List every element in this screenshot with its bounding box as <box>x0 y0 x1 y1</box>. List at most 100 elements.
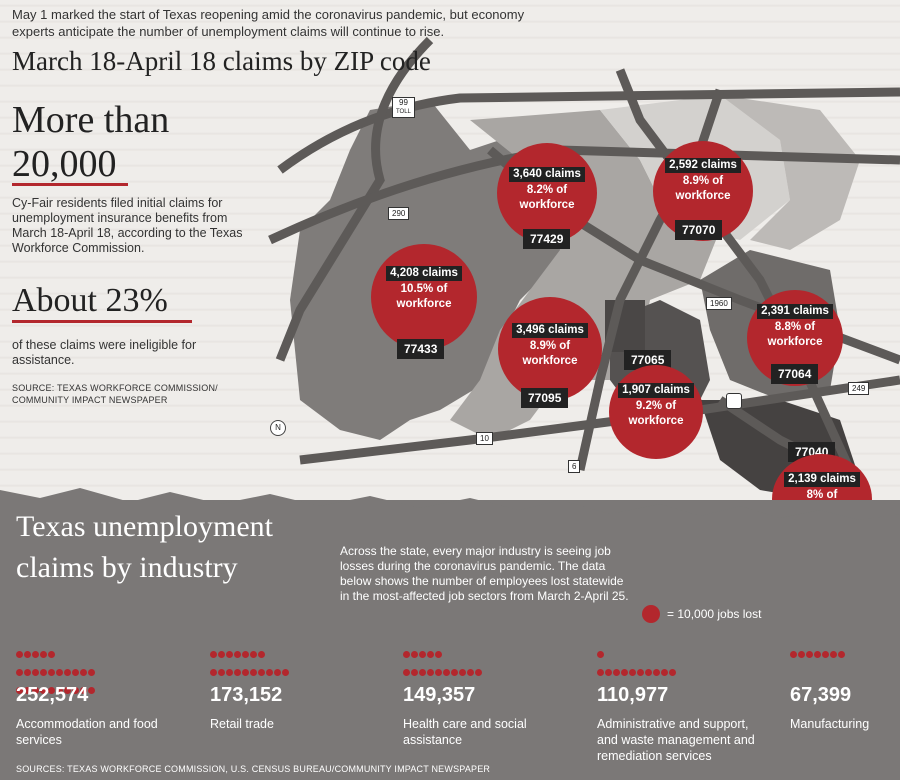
job-loss-dot <box>80 687 87 694</box>
job-loss-dot <box>210 651 217 658</box>
stat1-line2: 20,000 <box>12 143 117 185</box>
dot-row <box>597 646 767 682</box>
job-loss-dot <box>234 669 241 676</box>
job-loss-dot <box>258 651 265 658</box>
north-arrow-icon: N <box>270 420 286 436</box>
job-loss-dot <box>822 651 829 658</box>
intro-text: May 1 marked the start of Texas reopenin… <box>12 7 525 39</box>
job-loss-dot <box>24 651 31 658</box>
industry-section <box>0 500 900 780</box>
job-loss-dot <box>242 669 249 676</box>
job-loss-dot <box>403 651 410 658</box>
job-loss-dot <box>605 669 612 676</box>
zip-claims: 2,139 claims <box>784 472 860 487</box>
highway-249-marker: 249 <box>848 382 870 395</box>
job-loss-dot <box>16 669 23 676</box>
job-loss-dot <box>838 651 845 658</box>
zip-claims: 1,907 claims <box>618 383 694 398</box>
job-loss-dot <box>629 669 636 676</box>
stat1-underline <box>12 183 128 186</box>
job-loss-dot <box>435 651 442 658</box>
job-loss-dot <box>266 669 273 676</box>
zip-label-77070: 77070 <box>675 220 723 240</box>
job-loss-dot <box>32 687 39 694</box>
job-loss-dot <box>814 651 821 658</box>
zip-pct: 8.9% of <box>529 340 571 352</box>
legend-text: = 10,000 jobs lost <box>667 607 762 621</box>
zip-claims: 3,640 claims <box>509 167 585 182</box>
job-loss-dot <box>40 687 47 694</box>
zip-workforce: workforce <box>519 199 575 211</box>
job-loss-dot <box>56 687 63 694</box>
industry-value: 173,152 <box>210 684 283 706</box>
job-loss-dot <box>48 687 55 694</box>
job-loss-dot <box>411 669 418 676</box>
stat2-desc: of these claims were ineligible for assi… <box>12 338 197 367</box>
job-loss-dot <box>234 651 241 658</box>
job-loss-dot <box>621 669 628 676</box>
zip-workforce: workforce <box>675 190 731 202</box>
job-loss-dot <box>24 687 31 694</box>
job-loss-dot <box>226 669 233 676</box>
job-loss-dot <box>274 669 281 676</box>
job-loss-dot <box>637 669 644 676</box>
job-loss-dot <box>597 651 604 658</box>
job-loss-dot <box>419 651 426 658</box>
job-loss-dot <box>427 651 434 658</box>
zip-pct: 8.8% of <box>774 321 816 333</box>
zip-label-77429: 77429 <box>523 229 571 249</box>
highway-290-marker: 290 <box>388 207 410 220</box>
job-loss-dot <box>798 651 805 658</box>
job-loss-dot <box>48 651 55 658</box>
job-loss-dot <box>467 669 474 676</box>
job-loss-dot <box>210 669 217 676</box>
job-loss-dot <box>403 669 410 676</box>
job-loss-dot <box>218 651 225 658</box>
dot-row <box>790 646 900 664</box>
job-loss-dot <box>459 669 466 676</box>
job-loss-dot <box>443 669 450 676</box>
industry-label: Accommodation and food services <box>16 717 158 747</box>
job-loss-dot <box>16 687 23 694</box>
zip-pct: 8.2% of <box>526 184 568 196</box>
job-loss-dot <box>451 669 458 676</box>
job-loss-dot <box>282 669 289 676</box>
zip-region-northeast <box>720 95 860 250</box>
job-loss-dot <box>64 687 71 694</box>
zip-claims: 2,391 claims <box>757 304 833 319</box>
stat1-line1: More than <box>12 99 170 141</box>
stat2-value: About 23% <box>12 282 168 319</box>
job-loss-dot <box>40 669 47 676</box>
job-loss-dot <box>32 651 39 658</box>
job-loss-dot <box>88 687 95 694</box>
zip-claims: 2,592 claims <box>665 158 741 173</box>
beltway-8-marker <box>726 393 742 409</box>
zip-bubble-77070: 2,592 claims 8.9% of workforce <box>653 141 753 241</box>
job-loss-dot <box>645 669 652 676</box>
job-loss-dot <box>258 669 265 676</box>
dot-row <box>16 646 186 700</box>
job-loss-dot <box>653 669 660 676</box>
zip-pct: 9.2% of <box>635 400 677 412</box>
industry-desc: Across the state, every major industry i… <box>340 544 629 603</box>
job-loss-dot <box>88 669 95 676</box>
zip-workforce: workforce <box>522 355 578 367</box>
zip-workforce: workforce <box>396 298 452 310</box>
industry-label: Manufacturing <box>790 717 870 731</box>
job-loss-dot <box>419 669 426 676</box>
job-loss-dot <box>806 651 813 658</box>
job-loss-dot <box>790 651 797 658</box>
job-loss-dot <box>64 669 71 676</box>
highway-99-toll: TOLL <box>396 109 411 115</box>
stat1-desc: Cy-Fair residents filed initial claims f… <box>12 196 243 255</box>
zip-pct: 8.9% of <box>682 175 724 187</box>
torn-paper-edge <box>0 488 900 520</box>
dot-row <box>403 646 573 682</box>
job-loss-dot <box>435 669 442 676</box>
industry-label: Administrative and support, and waste ma… <box>597 717 755 763</box>
job-loss-dot <box>475 669 482 676</box>
job-loss-dot <box>56 669 63 676</box>
job-loss-dot <box>40 651 47 658</box>
job-loss-dot <box>250 669 257 676</box>
legend-dot-icon <box>642 605 660 623</box>
